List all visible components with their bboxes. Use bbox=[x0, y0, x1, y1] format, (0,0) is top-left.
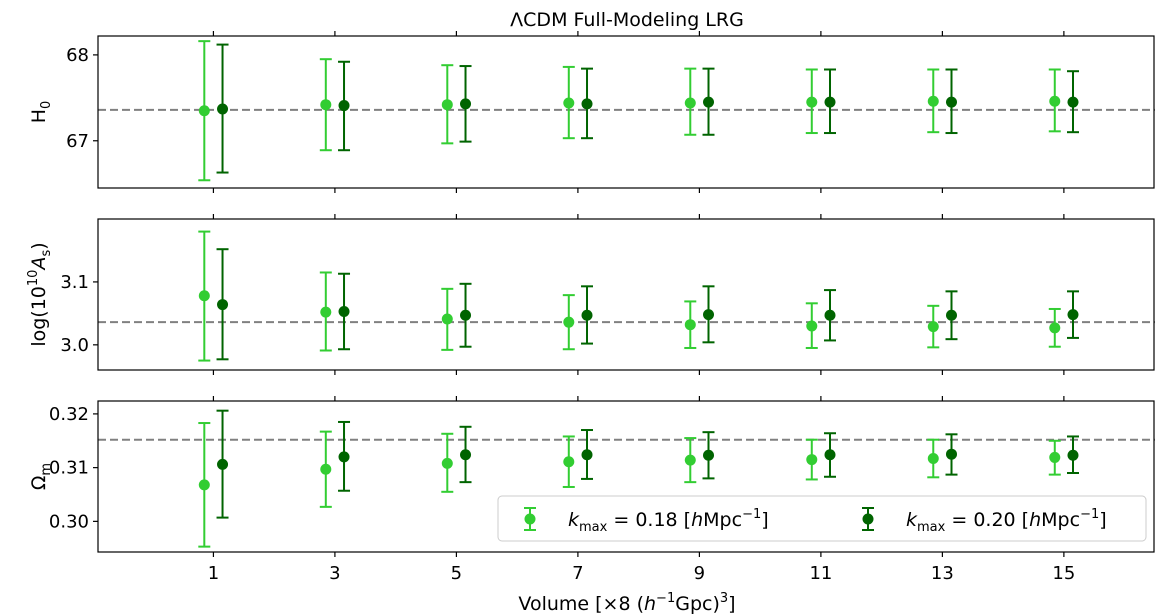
legend-entry-k020: kmax = 0.20 [hMpc−1] bbox=[862, 507, 1107, 535]
x-tick-label: 1 bbox=[208, 563, 219, 584]
panel-Om: 0.30 0.31 0.32 Ωm bbox=[28, 396, 1155, 557]
point-k020 bbox=[581, 449, 593, 461]
point-k018 bbox=[684, 319, 696, 331]
point-k020 bbox=[703, 449, 715, 461]
legend-marker bbox=[862, 513, 874, 525]
point-k018 bbox=[1049, 451, 1061, 463]
point-k020 bbox=[217, 458, 229, 470]
point-k020 bbox=[460, 449, 472, 461]
legend-label: kmax = 0.20 [hMpc−1] bbox=[906, 507, 1107, 535]
y-tick-label: 0.30 bbox=[49, 511, 89, 532]
legend-entry-k018: kmax = 0.18 [hMpc−1] bbox=[524, 507, 769, 535]
point-k018 bbox=[684, 97, 696, 109]
point-k020 bbox=[217, 299, 229, 311]
y-tick-label: 0.31 bbox=[49, 458, 89, 479]
x-tick-label: 7 bbox=[572, 563, 583, 584]
point-k020 bbox=[1067, 309, 1079, 321]
point-k018 bbox=[198, 105, 210, 117]
point-k018 bbox=[806, 320, 818, 332]
point-k020 bbox=[338, 305, 350, 317]
legend-marker bbox=[524, 513, 536, 525]
point-k018 bbox=[806, 454, 818, 466]
y-axis-label: log(1010As) bbox=[26, 242, 54, 346]
point-k018 bbox=[927, 95, 939, 107]
legend-label: kmax = 0.18 [hMpc−1] bbox=[568, 507, 769, 535]
x-tick-label: 15 bbox=[1052, 563, 1075, 584]
y-tick-label: 67 bbox=[66, 131, 89, 152]
legend: kmax = 0.18 [hMpc−1] kmax = 0.20 [hMpc−1] bbox=[497, 495, 1147, 542]
x-tick-label: 5 bbox=[451, 563, 462, 584]
point-k018 bbox=[806, 96, 818, 108]
x-tick-label: 9 bbox=[694, 563, 705, 584]
point-k020 bbox=[945, 448, 957, 460]
x-tick-label: 11 bbox=[809, 563, 832, 584]
point-k020 bbox=[1067, 449, 1079, 461]
point-k020 bbox=[217, 103, 229, 115]
point-k018 bbox=[927, 452, 939, 464]
point-k018 bbox=[320, 99, 332, 111]
point-k020 bbox=[460, 309, 472, 321]
panel-H0: 67 68 H0 bbox=[28, 31, 1155, 193]
y-tick-label: 3.0 bbox=[60, 335, 89, 356]
x-axis-label: Volume [×8 (h−1Gpc)3] bbox=[518, 591, 735, 615]
y-tick-label: 3.1 bbox=[60, 272, 89, 293]
legend-box bbox=[497, 495, 1147, 542]
point-k018 bbox=[441, 457, 453, 469]
point-k018 bbox=[441, 99, 453, 111]
point-k018 bbox=[563, 97, 575, 109]
y-tick-label: 0.32 bbox=[49, 404, 89, 425]
point-k020 bbox=[945, 309, 957, 321]
point-k018 bbox=[563, 316, 575, 328]
point-k020 bbox=[581, 309, 593, 321]
point-k018 bbox=[684, 454, 696, 466]
point-k020 bbox=[460, 98, 472, 110]
y-axis-label: H0 bbox=[28, 101, 54, 124]
point-k020 bbox=[824, 309, 836, 321]
point-k018 bbox=[320, 306, 332, 318]
point-k018 bbox=[441, 313, 453, 325]
point-k018 bbox=[198, 479, 210, 491]
y-tick-label: 68 bbox=[66, 45, 89, 66]
panel-As: 3.0 3.1 log(1010As) bbox=[26, 214, 1155, 375]
point-k020 bbox=[945, 96, 957, 108]
point-k020 bbox=[824, 96, 836, 108]
point-k018 bbox=[1049, 95, 1061, 107]
point-k018 bbox=[563, 456, 575, 468]
point-k018 bbox=[198, 290, 210, 302]
point-k020 bbox=[824, 449, 836, 461]
axes-frame bbox=[97, 218, 1155, 371]
point-k020 bbox=[338, 100, 350, 112]
x-tick-label: 13 bbox=[931, 563, 954, 584]
point-k018 bbox=[1049, 322, 1061, 334]
point-k018 bbox=[927, 321, 939, 333]
x-tick-label: 3 bbox=[329, 563, 340, 584]
axes-frame bbox=[97, 35, 1155, 189]
point-k020 bbox=[1067, 96, 1079, 108]
point-k020 bbox=[703, 96, 715, 108]
chart-title: ΛCDM Full-Modeling LRG bbox=[510, 9, 744, 31]
point-k020 bbox=[581, 98, 593, 110]
y-axis-label: Ωm bbox=[28, 463, 54, 490]
axes-frame bbox=[97, 400, 1155, 553]
point-k020 bbox=[703, 309, 715, 321]
point-k018 bbox=[320, 463, 332, 475]
point-k020 bbox=[338, 451, 350, 463]
